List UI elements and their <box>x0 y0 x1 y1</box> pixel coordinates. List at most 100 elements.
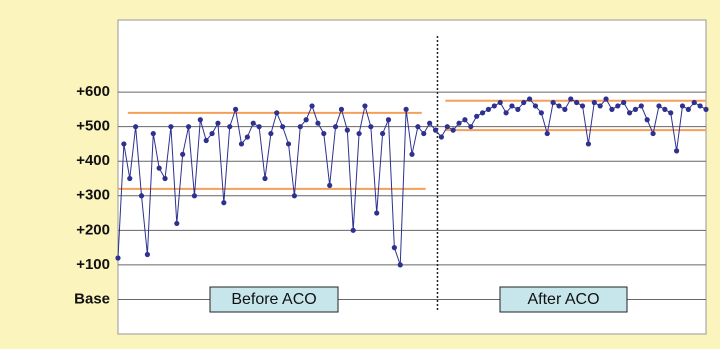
data-point <box>527 96 533 102</box>
data-point <box>638 103 644 109</box>
data-point <box>350 227 356 233</box>
data-point <box>532 103 539 109</box>
data-point <box>597 103 603 109</box>
data-point <box>468 124 474 130</box>
data-point <box>568 96 574 102</box>
data-point <box>291 193 297 199</box>
data-point <box>479 110 486 116</box>
annotations: Before ACO After ACO <box>209 286 628 313</box>
data-point <box>591 99 597 106</box>
data-point <box>174 220 180 227</box>
data-point <box>180 151 186 157</box>
data-point <box>450 127 456 133</box>
data-point <box>374 210 380 216</box>
data-point <box>626 110 633 116</box>
data-point <box>203 137 209 144</box>
data-point <box>644 117 650 123</box>
data-point <box>385 117 392 123</box>
data-point <box>162 175 168 182</box>
data-point <box>250 120 256 126</box>
y-tick-label: +100 <box>76 256 110 273</box>
data-point <box>368 124 374 130</box>
data-point <box>321 130 327 137</box>
data-point <box>668 110 674 116</box>
data-point <box>621 99 627 106</box>
data-point <box>656 103 662 109</box>
grid: Base +100 +200 +300 +400 +500 +600 <box>74 36 706 310</box>
data-point <box>362 103 368 109</box>
data-point <box>127 175 133 182</box>
data-point <box>309 103 315 109</box>
data-point <box>233 106 239 112</box>
y-tick-label: +400 <box>76 152 110 169</box>
data-point <box>380 130 386 137</box>
data-point <box>144 251 150 258</box>
data-point <box>550 99 556 106</box>
data-point <box>415 124 421 130</box>
data-point <box>685 106 691 112</box>
data-point <box>544 130 550 137</box>
data-point <box>344 127 350 133</box>
y-tick-label: +500 <box>76 118 110 135</box>
data-point <box>538 110 544 116</box>
data-point <box>133 124 139 130</box>
annotation: Before ACO <box>231 291 316 308</box>
data-point <box>256 124 262 130</box>
data-point <box>221 200 227 206</box>
marks <box>115 96 709 268</box>
data-point <box>403 106 409 112</box>
data-point <box>274 110 280 116</box>
y-tick-label: +600 <box>76 83 110 100</box>
data-point <box>421 130 427 137</box>
data-point <box>697 103 703 109</box>
data-point <box>556 103 562 109</box>
data-point <box>662 106 668 112</box>
data-point <box>327 182 333 189</box>
data-point <box>521 99 527 106</box>
data-point <box>209 130 215 137</box>
data-point <box>185 124 192 130</box>
y-tick-label: +200 <box>76 221 110 238</box>
data-point <box>462 117 468 123</box>
y-tick-label: Base <box>74 290 110 307</box>
data-point <box>456 120 462 126</box>
data-point <box>515 106 521 112</box>
data-point <box>679 103 686 109</box>
data-point <box>474 113 480 119</box>
annotation: After ACO <box>527 291 599 308</box>
data-point <box>227 124 233 130</box>
data-point <box>438 134 444 140</box>
data-point <box>674 148 680 154</box>
data-point <box>168 124 174 130</box>
data-point <box>338 106 345 112</box>
data-point <box>432 127 439 133</box>
data-point <box>138 193 145 199</box>
data-point <box>150 130 156 137</box>
data-point <box>315 120 321 126</box>
data-point <box>485 106 492 112</box>
data-point <box>497 99 503 106</box>
data-point <box>691 99 697 106</box>
data-point <box>491 103 497 109</box>
data-point <box>356 130 362 137</box>
data-point <box>650 130 656 137</box>
data-point <box>703 106 709 112</box>
data-point <box>191 193 198 199</box>
data-point <box>285 141 292 147</box>
data-point <box>409 151 415 157</box>
data-point <box>574 99 580 106</box>
data-point <box>585 141 592 147</box>
data-point <box>115 255 121 261</box>
data-point <box>615 103 621 109</box>
data-point <box>262 175 268 182</box>
data-point <box>427 120 433 126</box>
data-point <box>121 141 127 147</box>
data-point <box>609 106 615 112</box>
data-point <box>391 245 397 251</box>
data-point <box>509 103 515 109</box>
y-tick-label: +300 <box>76 187 110 204</box>
data-point <box>503 110 509 116</box>
data-point <box>303 117 309 123</box>
data-point <box>397 262 403 268</box>
